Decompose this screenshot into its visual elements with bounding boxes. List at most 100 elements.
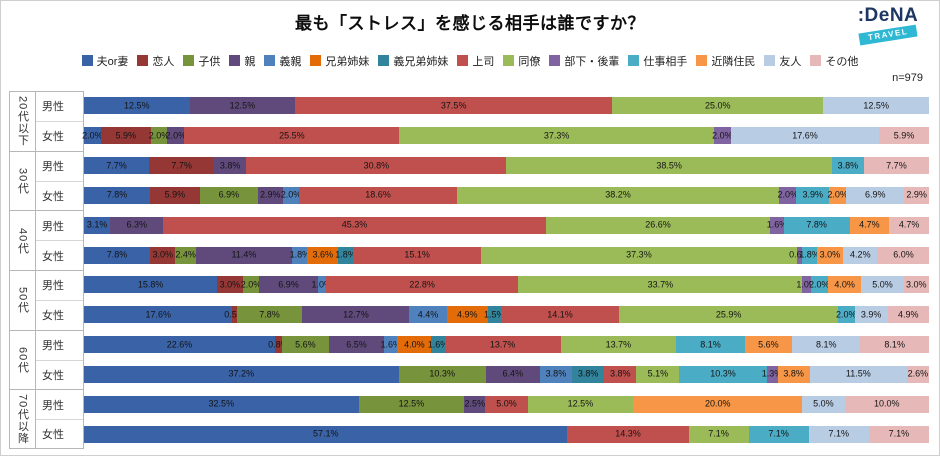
bar-segment: 3.8% bbox=[604, 365, 637, 383]
segment-value-label: 12.5% bbox=[398, 398, 425, 409]
bar-segment: 25.9% bbox=[619, 306, 838, 324]
stacked-bar: 3.1% 6.3% 45.3% 26.6% 1.6% 7.8% 4.7% 4.7% bbox=[84, 216, 929, 234]
bar-segment: 37.5% bbox=[295, 97, 613, 115]
gender-label: 男性 bbox=[36, 271, 83, 301]
age-group-label: 20代以下 bbox=[10, 92, 36, 151]
segment-value-label: 37.3% bbox=[543, 130, 570, 141]
bar-segment: 10.3% bbox=[398, 365, 486, 383]
segment-value-label: 6.4% bbox=[502, 368, 524, 379]
segment-value-label: 2.0% bbox=[148, 130, 170, 141]
stacked-bar: 2.0% 5.9% 2.0% 2.0% 25.5% 37.3% 2.0% 17.6% 5.9% bbox=[82, 127, 929, 145]
legend-swatch bbox=[137, 55, 149, 66]
bar-segment: 4.7% bbox=[849, 216, 890, 234]
bar-segment: 14.1% bbox=[500, 306, 620, 324]
segment-value-label: 20.0% bbox=[704, 398, 731, 409]
sample-size-label: n=979 bbox=[892, 72, 923, 84]
segment-value-label: 8.1% bbox=[700, 339, 721, 350]
segment-value-label: 7.1% bbox=[828, 428, 850, 439]
bar-segment: 17.6% bbox=[730, 127, 880, 145]
bar-segment: 2.0% bbox=[778, 186, 798, 204]
segment-value-label: 3.9% bbox=[802, 189, 823, 200]
segment-value-label: 8.1% bbox=[884, 339, 905, 350]
segment-value-label: 38.5% bbox=[656, 160, 682, 171]
bar-segment: 10.3% bbox=[679, 365, 767, 383]
segment-value-label: 17.6% bbox=[792, 130, 818, 141]
bar-segment: 2.0% bbox=[809, 276, 830, 294]
segment-value-label: 18.6% bbox=[365, 189, 391, 200]
gender-label: 女性 bbox=[42, 369, 64, 382]
bar-row: 37.2% 10.3% 6.4% 3.8% 3.8% 3.8% 5.1% 10.3% 1.3% 3… bbox=[84, 360, 929, 390]
stacked-bar: 22.6% 0.8% 5.6% 6.5% 1.6% 4.0% 1.6% 13.7% 13.7% 8… bbox=[84, 336, 929, 354]
age-group-label: 60代 bbox=[10, 330, 36, 390]
segment-value-label: 2.0% bbox=[836, 309, 857, 320]
segment-value-label: 6.9% bbox=[218, 189, 240, 200]
segment-value-label: 2.0% bbox=[809, 279, 830, 290]
segment-value-label: 5.0% bbox=[496, 398, 517, 409]
segment-value-label: 2.0% bbox=[82, 130, 103, 141]
age-group: 60代 男性 女性 22.6% 0.8% 5.6% 6.5% 1.6% 4.0% 1.6% 13.7… bbox=[9, 329, 929, 390]
bar-segment: 7.1% bbox=[868, 425, 929, 443]
segment-value-label: 4.7% bbox=[859, 219, 880, 230]
group-bars: 32.5% 12.5% 2.5% 5.0% 12.5% 20.0% 5.0% 10.0% 57.… bbox=[83, 389, 929, 450]
segment-value-label: 7.1% bbox=[888, 428, 910, 439]
segment-value-label: 4.2% bbox=[850, 249, 871, 260]
legend-label: 仕事相手 bbox=[643, 55, 688, 68]
segment-value-label: 37.5% bbox=[440, 100, 467, 111]
bar-segment: 5.0% bbox=[485, 395, 528, 413]
segment-value-label: 4.0% bbox=[404, 339, 425, 350]
age-group-label: 50代 bbox=[10, 271, 36, 330]
legend-label: 近隣住民 bbox=[711, 55, 756, 68]
segment-value-label: 57.1% bbox=[312, 428, 339, 439]
bar-segment: 2.9% bbox=[904, 186, 929, 204]
axis-label-area: 20代以下 男性 女性 bbox=[9, 91, 83, 151]
stacked-bar: 7.8% 5.9% 6.9% 2.9% 2.0% 18.6% 38.2% 2.0% 3.9% 2.… bbox=[84, 186, 929, 204]
bar-segment: 2.0% bbox=[82, 127, 103, 145]
segment-value-label: 3.8% bbox=[609, 368, 631, 379]
legend-swatch bbox=[378, 55, 390, 66]
bar-segment: 2.0% bbox=[148, 127, 170, 145]
legend-item: 義兄弟姉妹 bbox=[378, 53, 448, 69]
segment-value-label: 2.0% bbox=[712, 130, 733, 141]
legend-swatch bbox=[457, 55, 469, 66]
segment-value-label: 3.0% bbox=[905, 279, 927, 290]
gender-label: 男性 bbox=[36, 390, 83, 420]
bar-segment: 6.9% bbox=[846, 186, 905, 204]
segment-value-label: 25.9% bbox=[715, 309, 742, 320]
segment-value-label: 5.6% bbox=[295, 339, 316, 350]
bar-segment: 7.8% bbox=[783, 216, 850, 234]
bar-segment: 1.6% bbox=[380, 336, 401, 354]
segment-value-label: 3.9% bbox=[860, 309, 882, 320]
bar-segment: 4.0% bbox=[397, 336, 432, 354]
bar-segment: 2.4% bbox=[175, 246, 196, 264]
segment-value-label: 3.8% bbox=[577, 368, 599, 379]
bar-segment: 2.0% bbox=[165, 127, 187, 145]
segment-value-label: 4.9% bbox=[897, 309, 919, 320]
segment-value-label: 2.5% bbox=[464, 398, 486, 409]
legend-swatch bbox=[503, 55, 515, 66]
age-group-label: 70代以降 bbox=[10, 390, 36, 449]
bar-segment: 57.1% bbox=[84, 425, 568, 443]
bar-row: 32.5% 12.5% 2.5% 5.0% 12.5% 20.0% 5.0% 10.0% bbox=[84, 389, 929, 419]
bar-segment: 7.1% bbox=[748, 425, 809, 443]
segment-value-label: 2.4% bbox=[175, 249, 196, 260]
legend-item: 友人 bbox=[764, 53, 801, 69]
stacked-bar: 17.6% 0.5% 7.8% 12.7% 4.4% 4.9% 1.5% 14.1% 25.9%… bbox=[84, 306, 929, 324]
bar-segment: 22.6% bbox=[84, 336, 275, 354]
bar-segment: 7.7% bbox=[863, 157, 929, 175]
segment-value-label: 3.6% bbox=[312, 249, 333, 260]
axis-label-area: 30代 男性 女性 bbox=[9, 150, 83, 211]
gender-label: 女性 bbox=[42, 428, 64, 441]
segment-value-label: 2.0% bbox=[165, 130, 187, 141]
axis-label-area: 40代 男性 女性 bbox=[9, 210, 83, 271]
bar-segment: 2.0% bbox=[241, 276, 261, 294]
stacked-bar: 7.8% 3.0% 2.4% 11.4% 1.8% 3.6% 1.8% 15.1% 37.3% 0… bbox=[84, 246, 929, 264]
bar-segment: 2.9% bbox=[258, 186, 283, 204]
bar-segment: 2.0% bbox=[827, 186, 848, 204]
segment-value-label: 11.5% bbox=[845, 368, 871, 379]
bar-row: 12.5% 12.5% 37.5% 25.0% 12.5% bbox=[84, 91, 929, 121]
segment-value-label: 6.9% bbox=[864, 189, 886, 200]
legend-label: 同僚 bbox=[518, 55, 541, 68]
segment-value-label: 7.8% bbox=[259, 309, 280, 320]
legend-label: 親 bbox=[244, 55, 256, 68]
legend-item: 同僚 bbox=[503, 53, 540, 69]
